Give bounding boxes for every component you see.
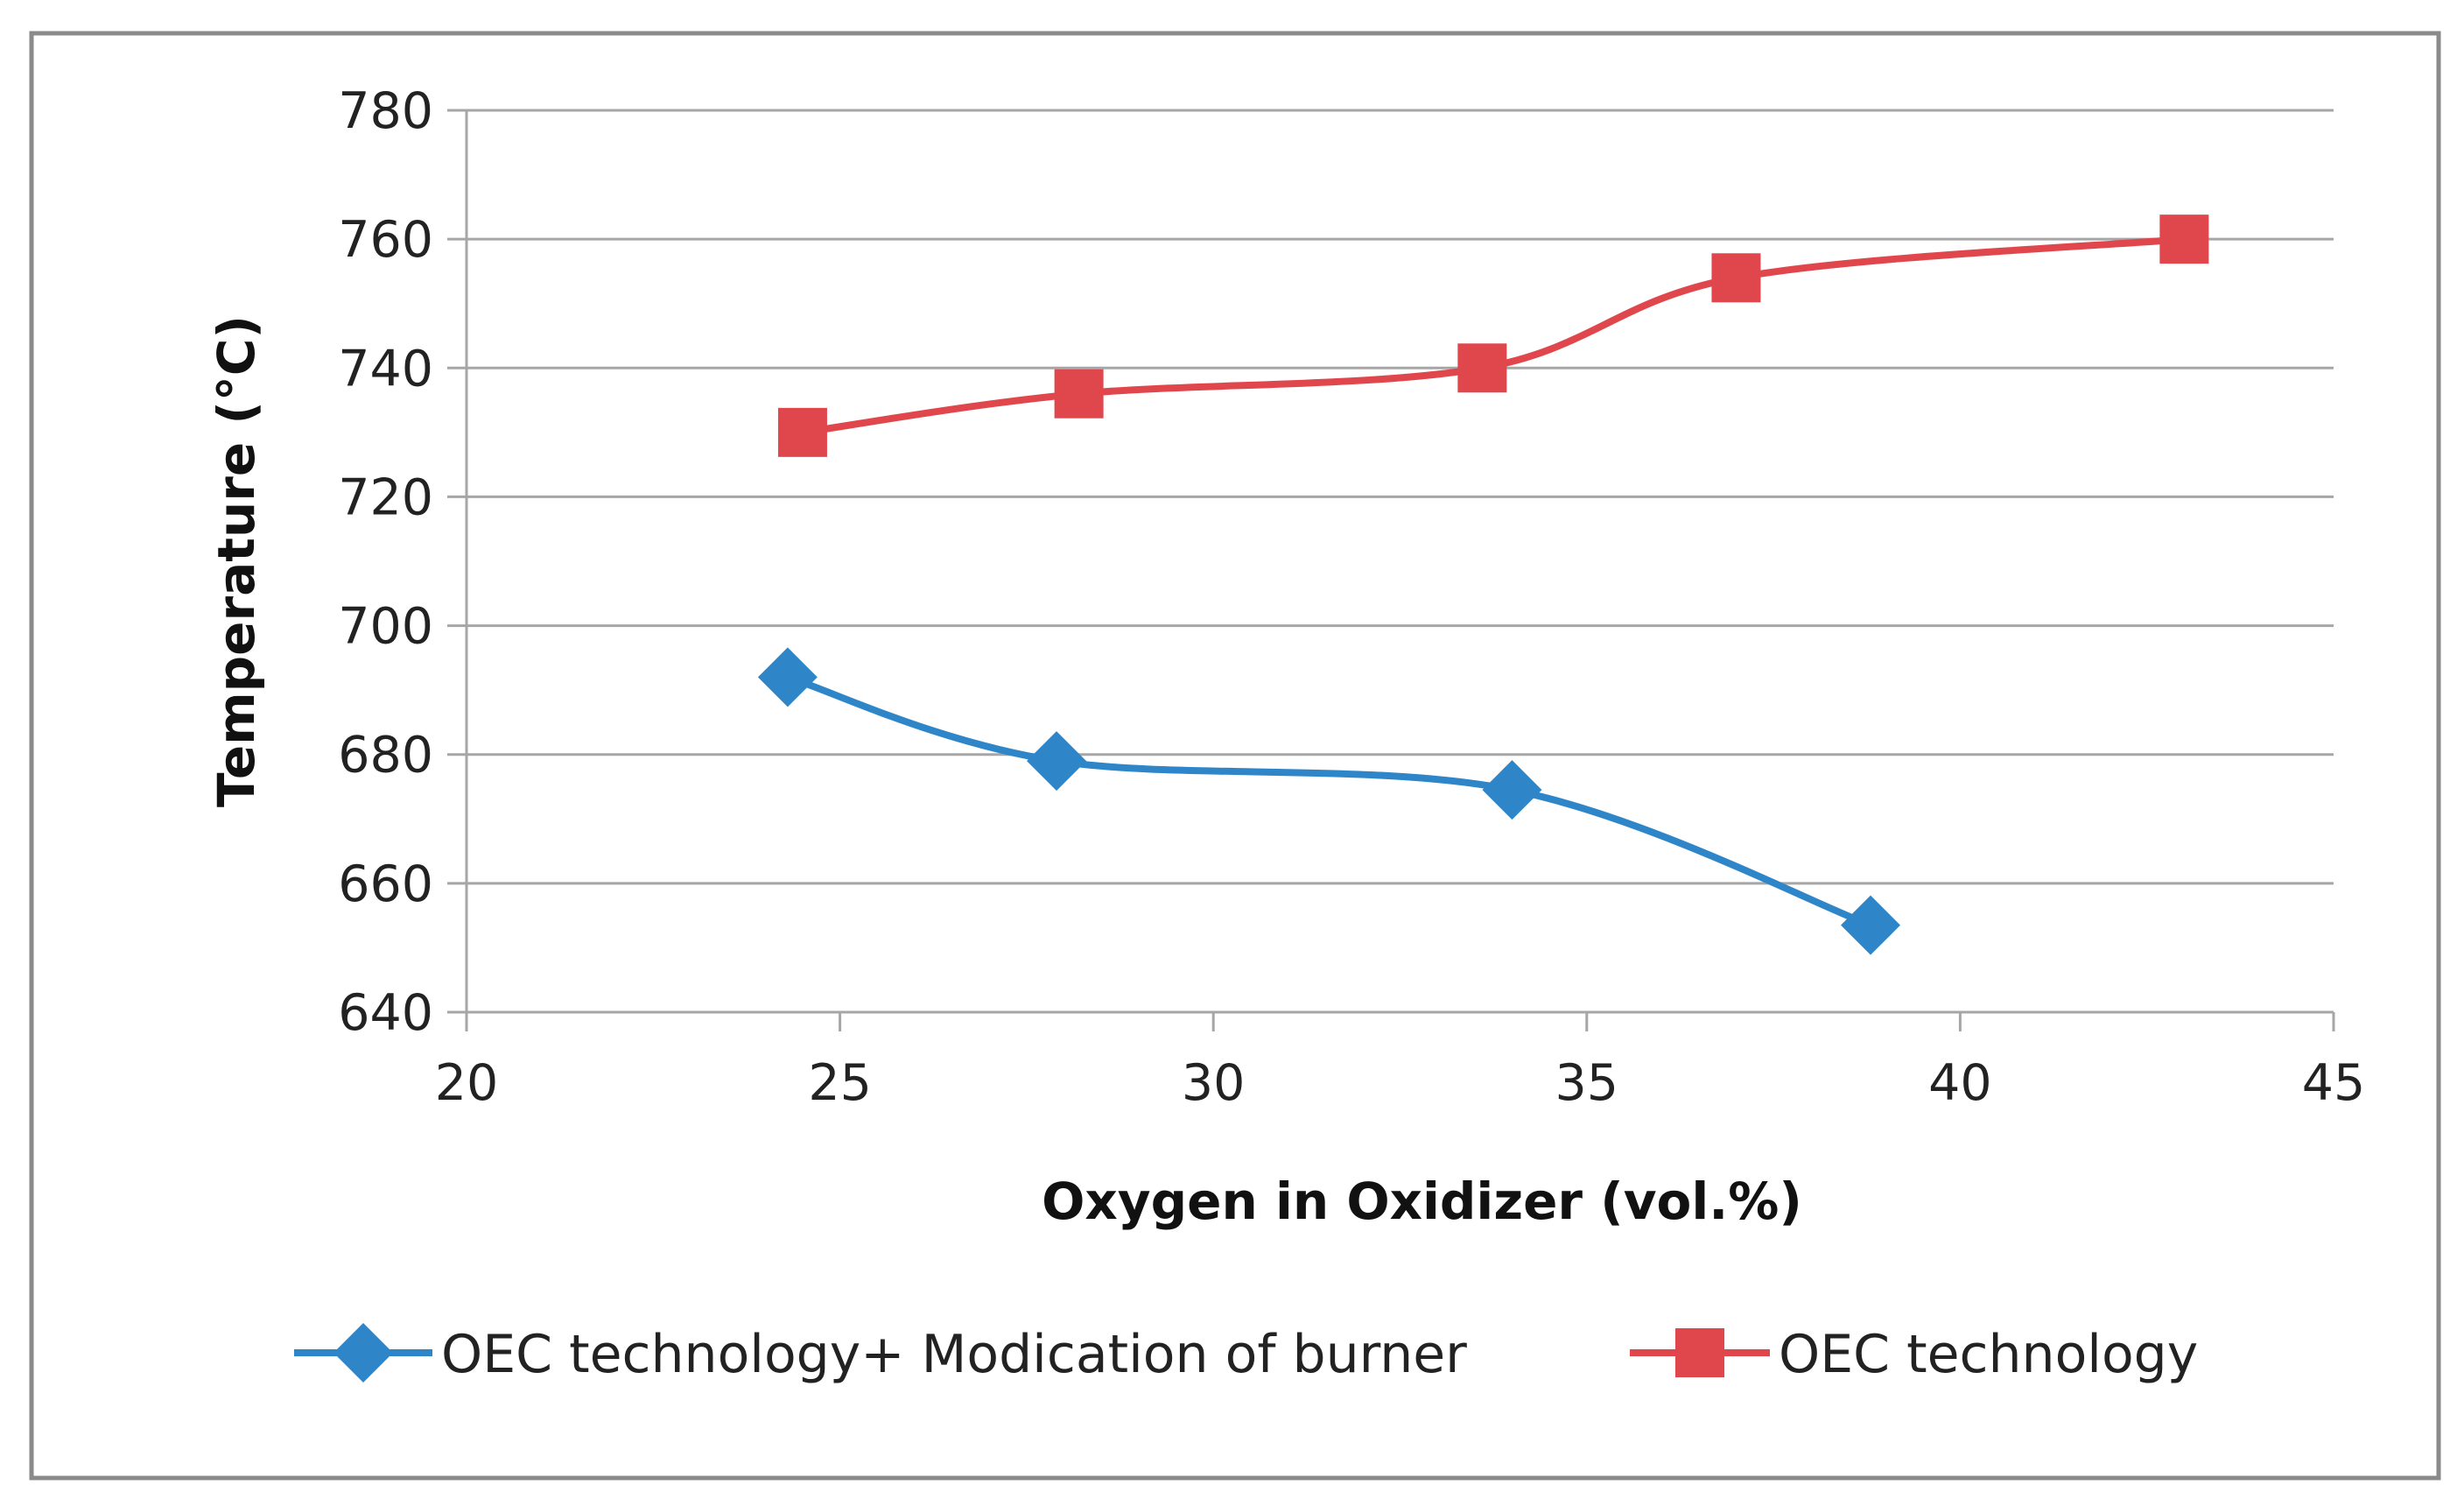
series-layer [757, 215, 2209, 955]
data-point [1054, 369, 1104, 419]
y-tick-label: 700 [338, 598, 433, 656]
x-tick-label: 20 [435, 1054, 499, 1112]
y-tick-label: 660 [338, 855, 433, 913]
data-point [757, 647, 818, 707]
legend-item-1: OEC technology+ Modication of burner [294, 1323, 1467, 1385]
legend-swatch-marker [333, 1323, 393, 1383]
y-tick-label: 680 [338, 727, 433, 785]
data-point [1711, 253, 1761, 303]
y-tick-label: 760 [338, 211, 433, 269]
series-1 [757, 647, 1901, 955]
y-tick-label: 640 [338, 984, 433, 1042]
legend-item-2: OEC technology [1630, 1324, 2198, 1385]
series-2 [777, 215, 2209, 457]
x-tick-label: 40 [1928, 1054, 1992, 1112]
legend: OEC technology+ Modication of burner OEC … [294, 1323, 2198, 1385]
data-point [2159, 215, 2209, 264]
x-tick-label: 35 [1555, 1054, 1619, 1112]
x-tick-label: 30 [1182, 1054, 1246, 1112]
data-point [1457, 343, 1507, 393]
x-tick-label: 25 [808, 1054, 872, 1112]
x-axis-title: Oxygen in Oxidizer (vol.%) [1042, 1172, 1802, 1231]
y-tick-label: 780 [338, 82, 433, 140]
legend-swatch-marker [1675, 1328, 1724, 1377]
data-point [1027, 731, 1087, 792]
y-tick-label: 740 [338, 340, 433, 398]
y-tick-label: 720 [338, 468, 433, 526]
series-line [783, 673, 1875, 929]
data-point [1482, 760, 1542, 820]
legend-label: OEC technology+ Modication of burner [441, 1324, 1467, 1385]
axes: 640 660 680 700 720 740 760 780 20 25 30 35 40 45 [338, 82, 2365, 1112]
data-point [777, 407, 827, 457]
data-point [1841, 895, 1901, 955]
y-axis-title: Temperature (°C) [207, 315, 266, 807]
legend-label: OEC technology [1779, 1324, 2198, 1385]
gridlines [467, 109, 2334, 885]
x-tick-label: 45 [2302, 1054, 2366, 1112]
